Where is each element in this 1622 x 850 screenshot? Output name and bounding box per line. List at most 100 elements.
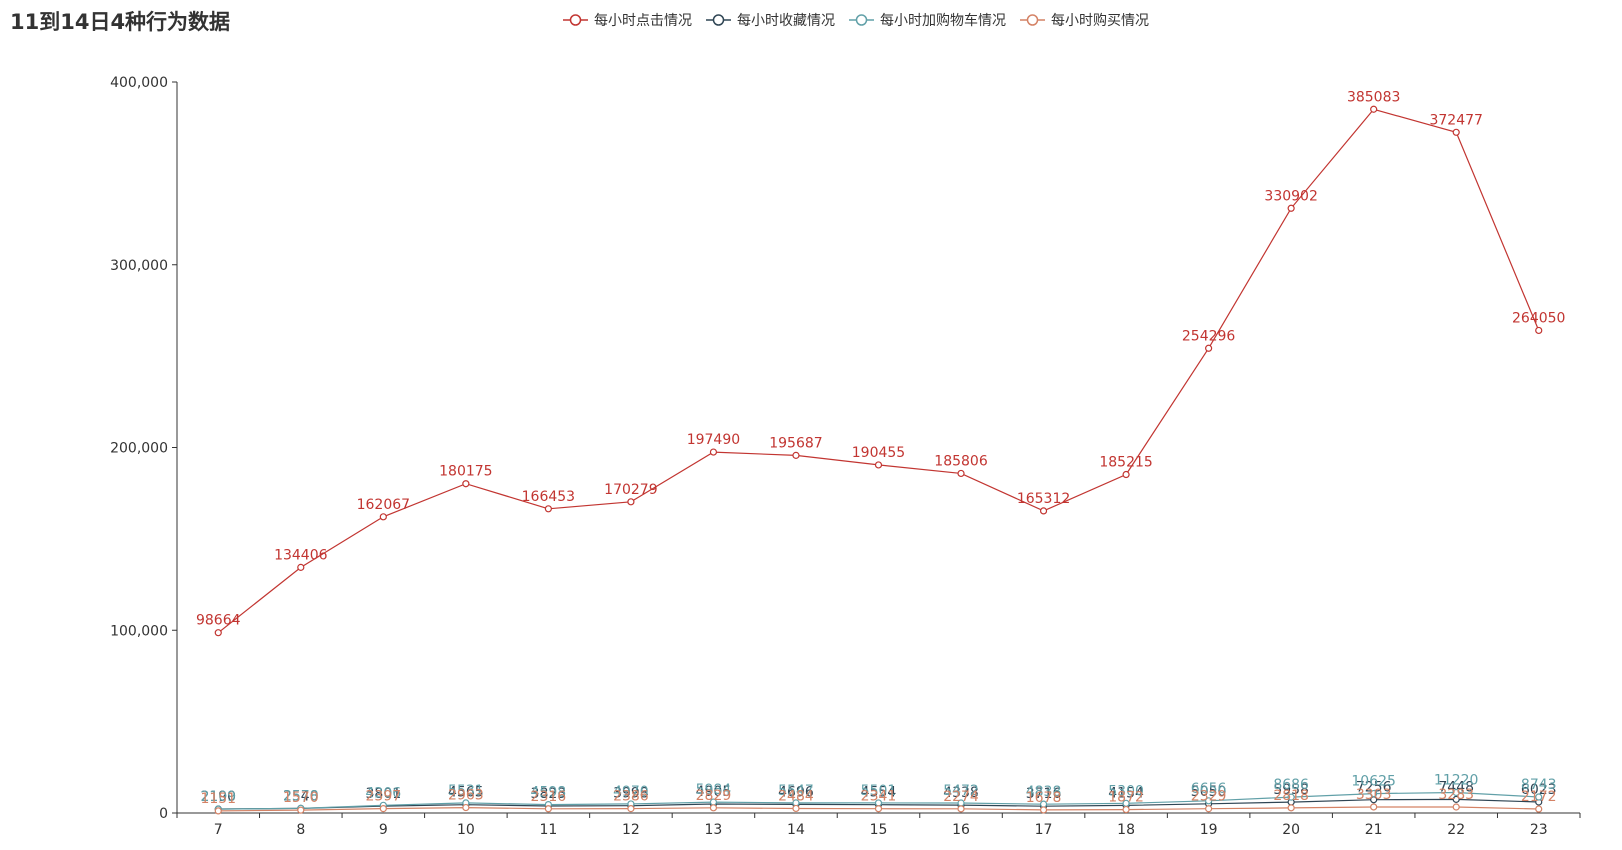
data-label: 4598 <box>531 785 567 801</box>
data-label: 166453 <box>522 489 575 505</box>
data-point <box>1452 128 1460 136</box>
legend-item[interactable]: 每小时加购物车情况 <box>849 10 1006 30</box>
data-label: 2540 <box>283 788 319 804</box>
legend: 每小时点击情况 每小时收藏情况 每小时加购物车情况 每小时购买情况 <box>563 10 1149 30</box>
data-label: 5501 <box>861 783 897 799</box>
legend-item[interactable]: 每小时收藏情况 <box>706 10 835 30</box>
data-label: 4206 <box>366 785 402 801</box>
legend-item[interactable]: 每小时购买情况 <box>1020 10 1149 30</box>
data-point <box>379 513 387 521</box>
data-label: 1872 <box>1108 790 1144 806</box>
data-point <box>1370 105 1378 113</box>
data-label: 7448 <box>1438 779 1474 795</box>
data-point <box>1535 326 1543 335</box>
data-label: 6656 <box>1191 781 1227 797</box>
legend-label: 每小时点击情况 <box>594 13 692 29</box>
x-tick-label: 20 <box>1282 822 1300 838</box>
data-label: 10625 <box>1351 774 1396 790</box>
data-point <box>462 480 470 488</box>
data-label: 2341 <box>861 789 897 805</box>
data-point <box>874 461 883 469</box>
data-label: 2316 <box>531 789 567 805</box>
data-label: 197490 <box>687 432 740 448</box>
data-label: 2484 <box>778 788 814 804</box>
x-tick-label: 8 <box>296 822 305 838</box>
data-label: 8686 <box>1273 777 1309 793</box>
data-point <box>1287 793 1295 801</box>
data-label: 2818 <box>1273 788 1309 804</box>
data-label: 7256 <box>1356 780 1392 796</box>
data-point <box>1452 803 1460 811</box>
legend-label: 每小时收藏情况 <box>737 13 835 29</box>
legend-label: 每小时加购物车情况 <box>880 13 1006 29</box>
data-point <box>1452 795 1460 803</box>
data-label: 2829 <box>696 788 732 804</box>
x-tick-label: 21 <box>1365 822 1383 838</box>
data-label: 5958 <box>1273 782 1309 798</box>
data-label: 5984 <box>696 782 732 798</box>
x-tick-label: 7 <box>214 822 223 838</box>
data-label: 5050 <box>1191 784 1227 800</box>
x-tick-label: 18 <box>1117 822 1135 838</box>
data-label: 2190 <box>200 789 236 805</box>
data-label: 3716 <box>1026 786 1062 802</box>
data-label: 11220 <box>1434 772 1479 788</box>
legend-line-marker-icon <box>706 14 731 26</box>
x-tick-label: 11 <box>539 822 557 838</box>
data-label: 2172 <box>1521 789 1557 805</box>
data-point <box>709 804 718 812</box>
data-label: 1151 <box>200 791 236 807</box>
y-tick-label: 200,000 <box>110 441 168 457</box>
data-label: 4554 <box>861 785 897 801</box>
data-label: 195687 <box>769 435 822 451</box>
data-label: 6023 <box>1521 782 1557 798</box>
data-point <box>957 805 965 813</box>
data-point <box>957 469 965 478</box>
data-point <box>627 805 635 813</box>
data-label: 385083 <box>1347 89 1400 105</box>
legend-line-marker-icon <box>1020 14 1045 26</box>
data-point <box>792 804 800 813</box>
x-tick-label: 17 <box>1035 822 1053 838</box>
x-tick-label: 10 <box>457 822 475 838</box>
data-label: 2109 <box>200 789 236 805</box>
data-label: 4565 <box>448 785 484 801</box>
data-label: 254296 <box>1182 328 1236 344</box>
data-label: 3801 <box>366 786 402 802</box>
data-point <box>379 805 387 813</box>
series-line <box>217 108 1540 634</box>
data-point <box>1039 806 1048 814</box>
legend-item[interactable]: 每小时点击情况 <box>563 10 692 30</box>
data-label: 2274 <box>943 789 979 805</box>
data-point <box>1205 344 1213 352</box>
x-tick-label: 9 <box>379 822 388 838</box>
data-point <box>709 448 718 456</box>
y-tick-label: 400,000 <box>110 75 168 91</box>
x-tick-label: 15 <box>870 822 888 838</box>
data-label: 2963 <box>448 788 484 804</box>
data-point <box>1370 803 1378 811</box>
data-point <box>792 451 800 459</box>
data-label: 3823 <box>531 786 567 802</box>
data-label: 134406 <box>274 547 328 563</box>
x-tick-label: 12 <box>622 822 640 838</box>
data-label: 5531 <box>448 783 484 799</box>
data-point <box>1370 789 1378 798</box>
data-point <box>1039 507 1048 515</box>
x-tick-label: 19 <box>1200 822 1218 838</box>
x-tick-label: 14 <box>787 822 805 838</box>
data-label: 170279 <box>604 482 657 498</box>
data-label: 372477 <box>1429 112 1482 128</box>
data-point <box>1122 805 1130 814</box>
legend-line-marker-icon <box>849 14 874 26</box>
x-tick-label: 22 <box>1447 822 1465 838</box>
data-point <box>1287 804 1295 812</box>
data-point <box>1535 793 1543 801</box>
chart-title: 11到14日4种行为数据 <box>10 10 231 34</box>
data-label: 3303 <box>1356 787 1392 803</box>
data-label: 5472 <box>943 783 979 799</box>
data-point <box>1452 788 1460 797</box>
data-label: 2329 <box>1191 789 1227 805</box>
x-tick-label: 13 <box>705 822 723 838</box>
data-label: 2578 <box>283 788 319 804</box>
